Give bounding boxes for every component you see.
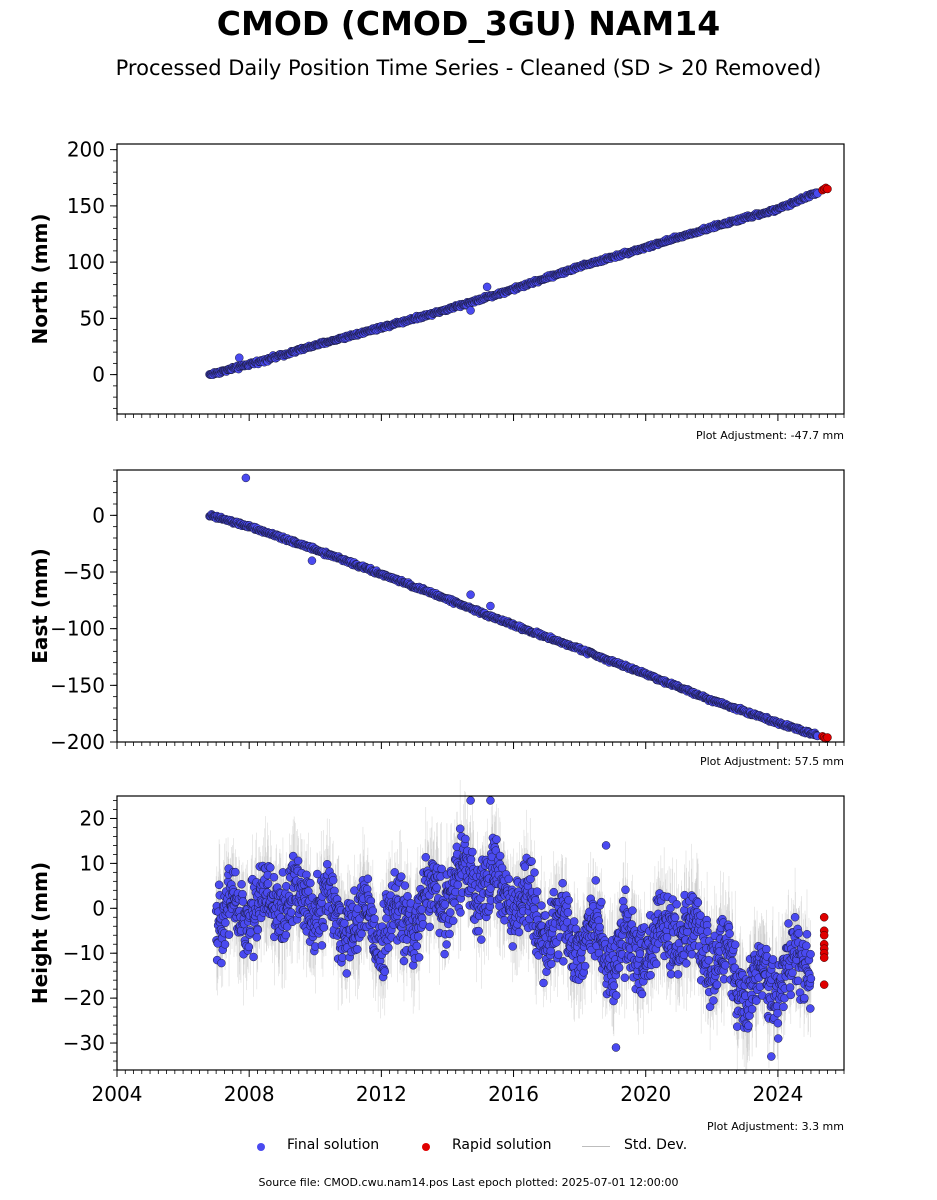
panel-1: 0 50 100 150 200 North (mm) Plot Adjustment: -… — [28, 138, 845, 442]
final-point — [466, 306, 475, 315]
rapid-point — [823, 733, 832, 742]
final-solution-points — [205, 188, 822, 380]
rapid-point — [823, 184, 832, 194]
y-tick-label: −50 — [63, 560, 105, 584]
y-tick-label: 100 — [67, 250, 105, 274]
plot-adjustment-note: Plot Adjustment: 57.5 mm — [700, 755, 844, 768]
panel-2: −200 −150 −100 −50 0 East (mm) Plot Adjustment… — [28, 469, 845, 768]
final-point — [235, 353, 244, 362]
y-tick-label: 0 — [92, 503, 105, 527]
y-tick-label: 50 — [80, 306, 105, 330]
final-point — [482, 282, 492, 292]
y-axis-label: North (mm) — [28, 213, 52, 344]
final-point — [466, 590, 475, 599]
rapid-solution-points — [818, 183, 832, 195]
final-point — [307, 556, 317, 565]
plot-frame — [116, 469, 845, 743]
final-solution-points — [205, 473, 822, 741]
plot-adjustment-note: Plot Adjustment: -47.7 mm — [696, 429, 844, 442]
y-tick-label: −100 — [50, 617, 105, 641]
final-point — [241, 473, 251, 483]
y-tick-label: −150 — [50, 673, 105, 697]
y-tick-label: 0 — [92, 363, 105, 387]
chart-title: CMOD (CMOD_3GU) NAM14 — [216, 4, 721, 43]
y-tick-label: 150 — [67, 194, 105, 218]
y-axis-label: East (mm) — [28, 548, 52, 664]
y-tick-label: −200 — [50, 730, 105, 754]
final-point — [486, 601, 495, 611]
chart-subtitle: Processed Daily Position Time Series - C… — [115, 56, 822, 80]
rapid-solution-points — [818, 732, 832, 743]
y-tick-label: 200 — [67, 138, 105, 162]
